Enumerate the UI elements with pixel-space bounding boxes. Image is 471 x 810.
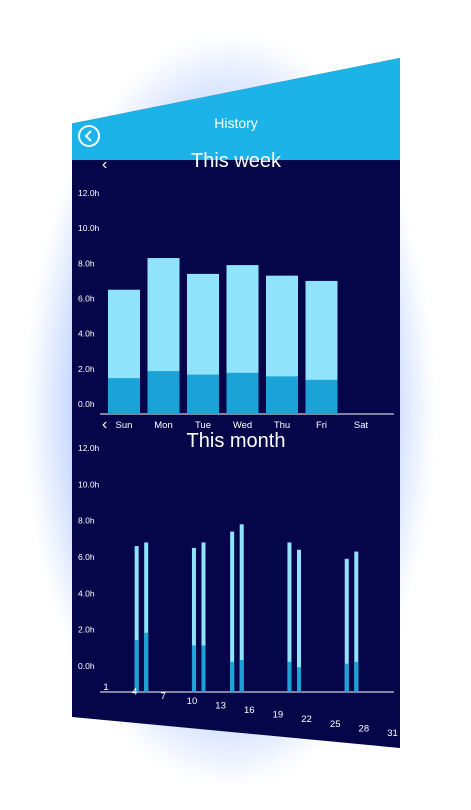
x-tick-label: 1 [103, 682, 108, 693]
month-bar-day-10 [191, 547, 196, 692]
y-tick-label: 12.0h [78, 443, 100, 453]
y-tick-label: 10.0h [78, 479, 100, 489]
page-title: History [214, 115, 258, 131]
month-bar-base-day-21 [297, 667, 301, 692]
month-chart: 0.0h 2.0h 4.0h 6.0h 8.0h 10.0h 12.0h 1 4 7 10 13 16 1… [78, 443, 398, 739]
month-bar-base-day-15 [239, 660, 244, 692]
month-bar-day-5 [144, 542, 149, 692]
x-tick-label: 19 [273, 710, 284, 721]
y-tick-label: 8.0h [78, 516, 95, 526]
week-bar-base-sun [108, 378, 140, 414]
x-category-label: Wed [233, 420, 252, 431]
y-tick-label: 2.0h [78, 364, 95, 374]
prev-month-chevron-icon[interactable]: ‹ [102, 416, 108, 433]
back-arrow-icon [84, 130, 92, 142]
x-category-label: Tue [195, 420, 211, 431]
x-tick-label: 4 [132, 687, 137, 698]
y-tick-label: 0.0h [78, 399, 95, 409]
y-tick-label: 8.0h [78, 258, 95, 268]
x-tick-label: 31 [387, 728, 398, 739]
month-bar-day-27 [354, 551, 359, 692]
month-bar-day-4 [134, 546, 139, 692]
y-tick-label: 6.0h [78, 294, 95, 304]
month-bar-base-day-10 [191, 645, 196, 692]
x-tick-label: 10 [187, 696, 198, 707]
week-section-title: This week [190, 150, 282, 172]
month-bar-base-day-4 [134, 640, 139, 692]
month-bar-day-14 [230, 531, 235, 692]
month-bar-base-day-20 [287, 661, 292, 692]
x-tick-label: 7 [161, 691, 166, 702]
week-bar-base-fri [305, 379, 338, 414]
prev-week-chevron-icon[interactable]: ‹ [102, 156, 108, 173]
x-tick-label: 16 [244, 705, 255, 716]
month-bar-base-day-26 [344, 663, 349, 692]
phone-screen: History ‹ This week 0.0h 2.0h 4.0h 6.0h 8.0h… [72, 58, 400, 748]
month-bar-base-day-5 [144, 632, 149, 692]
y-tick-label: 4.0h [78, 588, 95, 598]
month-bar-base-day-27 [354, 661, 359, 692]
back-button[interactable] [78, 125, 100, 147]
week-bar-base-mon [147, 371, 180, 414]
y-tick-label: 2.0h [78, 625, 95, 635]
y-tick-label: 12.0h [78, 188, 100, 198]
month-bar-base-day-11 [201, 645, 206, 692]
month-bar-base-day-14 [230, 661, 235, 692]
x-category-label: Sun [116, 420, 133, 431]
week-bar-base-thu [266, 376, 298, 414]
week-bar-base-tue [187, 374, 219, 414]
y-tick-label: 0.0h [78, 661, 95, 671]
month-bar-day-20 [287, 542, 292, 692]
x-tick-label: 28 [359, 723, 370, 734]
y-tick-label: 10.0h [78, 223, 100, 233]
month-bar-day-21 [297, 549, 301, 692]
week-bar-base-wed [226, 372, 259, 414]
month-section-title: This month [186, 430, 286, 452]
month-bar-day-26 [344, 558, 349, 692]
month-bar-day-11 [201, 542, 206, 692]
x-tick-label: 22 [301, 714, 312, 725]
x-tick-label: 25 [330, 719, 341, 730]
x-category-label: Thu [274, 420, 290, 431]
x-category-label: Sat [354, 420, 369, 431]
x-category-label: Fri [316, 420, 327, 431]
week-chart: 0.0h 2.0h 4.0h 6.0h 8.0h 10.0h 12.0h Sun Mon Tue W… [78, 188, 394, 431]
x-category-label: Mon [154, 420, 172, 431]
y-tick-label: 6.0h [78, 552, 95, 562]
y-tick-label: 4.0h [78, 329, 95, 339]
month-bar-day-15 [239, 524, 244, 692]
x-tick-label: 13 [215, 700, 226, 711]
